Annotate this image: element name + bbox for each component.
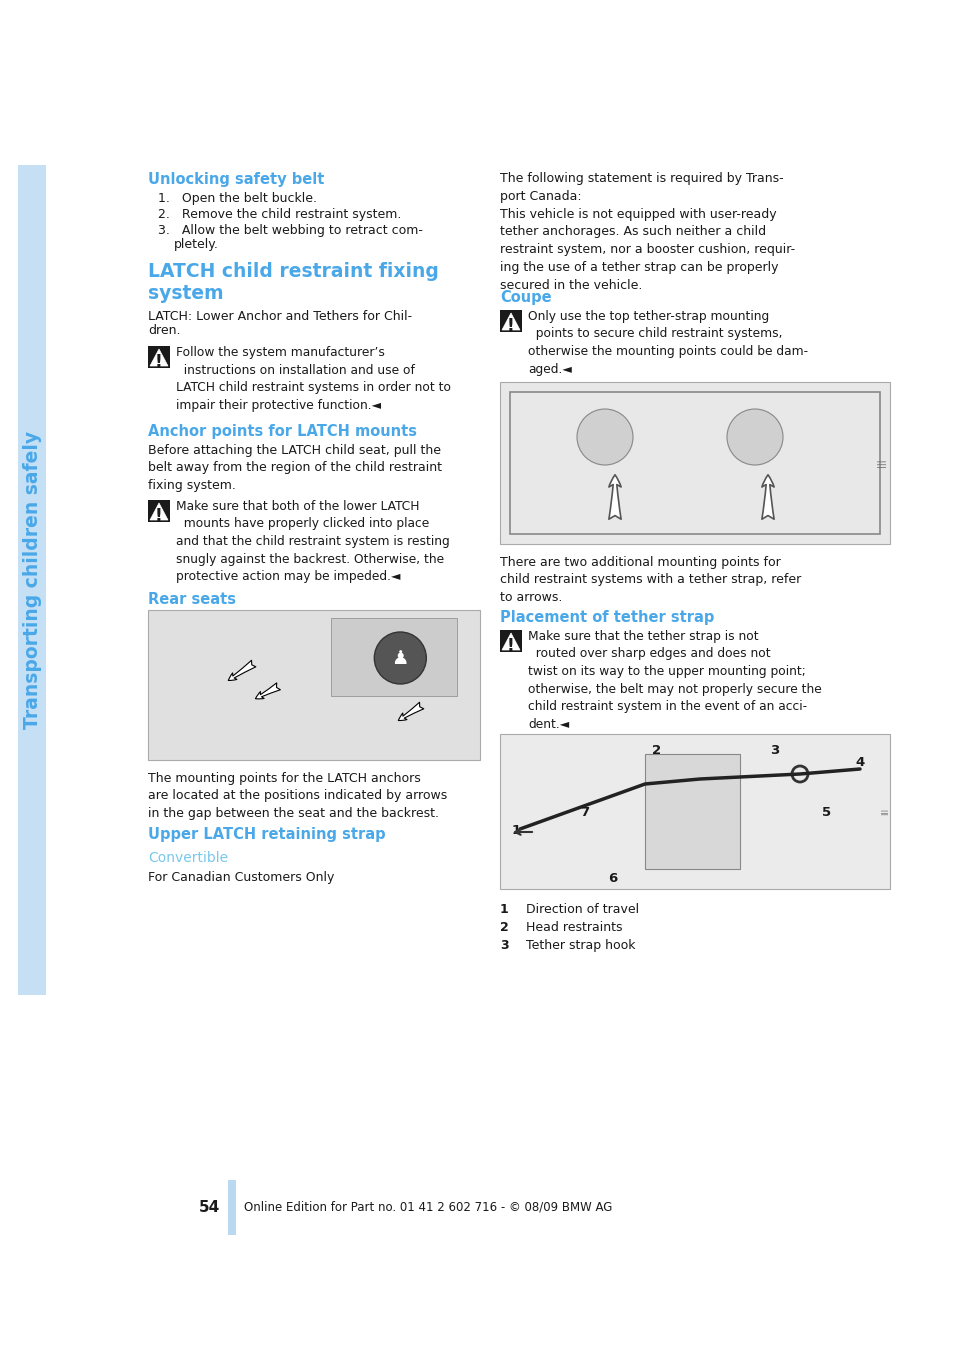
Text: Transporting children safely: Transporting children safely <box>23 431 42 729</box>
Text: Online Edition for Part no. 01 41 2 602 716 - © 08/09 BMW AG: Online Edition for Part no. 01 41 2 602 … <box>244 1200 612 1214</box>
Text: For Canadian Customers Only: For Canadian Customers Only <box>148 871 334 884</box>
Text: |||: ||| <box>877 459 885 467</box>
Polygon shape <box>501 313 519 329</box>
Text: Make sure that both of the lower LATCH
  mounts have properly clicked into place: Make sure that both of the lower LATCH m… <box>175 500 449 583</box>
Text: Only use the top tether-strap mounting
  points to secure child restraint system: Only use the top tether-strap mounting p… <box>527 310 807 375</box>
Text: 1: 1 <box>512 824 520 837</box>
Text: The following statement is required by Trans-
port Canada:
This vehicle is not e: The following statement is required by T… <box>499 171 794 292</box>
Text: Head restraints: Head restraints <box>514 921 622 934</box>
Bar <box>18 165 46 995</box>
Text: Anchor points for LATCH mounts: Anchor points for LATCH mounts <box>148 424 416 439</box>
Text: 1.   Open the belt buckle.: 1. Open the belt buckle. <box>158 192 316 205</box>
Text: !: ! <box>155 352 163 371</box>
Text: 5: 5 <box>821 806 830 819</box>
Text: 54: 54 <box>198 1200 220 1215</box>
Polygon shape <box>501 633 519 649</box>
Bar <box>228 1180 235 1235</box>
Circle shape <box>577 409 633 464</box>
Text: The mounting points for the LATCH anchors
are located at the positions indicated: The mounting points for the LATCH anchor… <box>148 772 447 819</box>
Polygon shape <box>150 504 168 520</box>
Circle shape <box>374 632 426 684</box>
Text: 3: 3 <box>499 940 508 952</box>
Text: dren.: dren. <box>148 324 180 338</box>
Text: LATCH: Lower Anchor and Tethers for Chil-: LATCH: Lower Anchor and Tethers for Chil… <box>148 310 412 323</box>
Text: system: system <box>148 284 223 302</box>
Text: Make sure that the tether strap is not
  routed over sharp edges and does not
tw: Make sure that the tether strap is not r… <box>527 630 821 730</box>
Bar <box>499 310 521 332</box>
Bar <box>148 610 479 760</box>
Text: Placement of tether strap: Placement of tether strap <box>499 610 714 625</box>
Bar <box>499 630 521 652</box>
Text: 1: 1 <box>499 903 508 917</box>
Text: 3: 3 <box>769 744 779 757</box>
Polygon shape <box>150 350 168 366</box>
Text: ♟: ♟ <box>391 649 409 668</box>
Text: !: ! <box>155 508 163 525</box>
Text: Unlocking safety belt: Unlocking safety belt <box>148 171 324 188</box>
Text: Follow the system manufacturer’s
  instructions on installation and use of
LATCH: Follow the system manufacturer’s instruc… <box>175 346 451 412</box>
Text: pletely.: pletely. <box>173 238 218 251</box>
Text: !: ! <box>507 637 515 655</box>
Bar <box>644 755 740 869</box>
Text: There are two additional mounting points for
child restraint systems with a teth: There are two additional mounting points… <box>499 556 801 603</box>
Text: 6: 6 <box>607 872 617 886</box>
Circle shape <box>726 409 782 464</box>
Text: Rear seats: Rear seats <box>148 593 235 608</box>
Text: 2: 2 <box>499 921 508 934</box>
Text: Coupe: Coupe <box>499 290 551 305</box>
Text: 3.   Allow the belt webbing to retract com-: 3. Allow the belt webbing to retract com… <box>158 224 422 238</box>
Text: Tether strap hook: Tether strap hook <box>514 940 635 952</box>
Bar <box>499 382 889 544</box>
Bar <box>148 500 170 522</box>
Text: 4: 4 <box>854 756 863 770</box>
Text: Convertible: Convertible <box>148 850 228 865</box>
Text: Direction of travel: Direction of travel <box>514 903 639 917</box>
Bar <box>331 618 456 697</box>
Text: LATCH child restraint fixing: LATCH child restraint fixing <box>148 262 438 281</box>
Text: 2: 2 <box>651 744 660 757</box>
Text: |||: ||| <box>881 807 887 815</box>
Bar <box>148 346 170 369</box>
Text: 7: 7 <box>579 806 589 819</box>
Text: !: ! <box>507 317 515 335</box>
Bar <box>499 734 889 890</box>
Text: Before attaching the LATCH child seat, pull the
belt away from the region of the: Before attaching the LATCH child seat, p… <box>148 444 441 491</box>
Text: Upper LATCH retaining strap: Upper LATCH retaining strap <box>148 828 385 842</box>
Text: 2.   Remove the child restraint system.: 2. Remove the child restraint system. <box>158 208 401 221</box>
